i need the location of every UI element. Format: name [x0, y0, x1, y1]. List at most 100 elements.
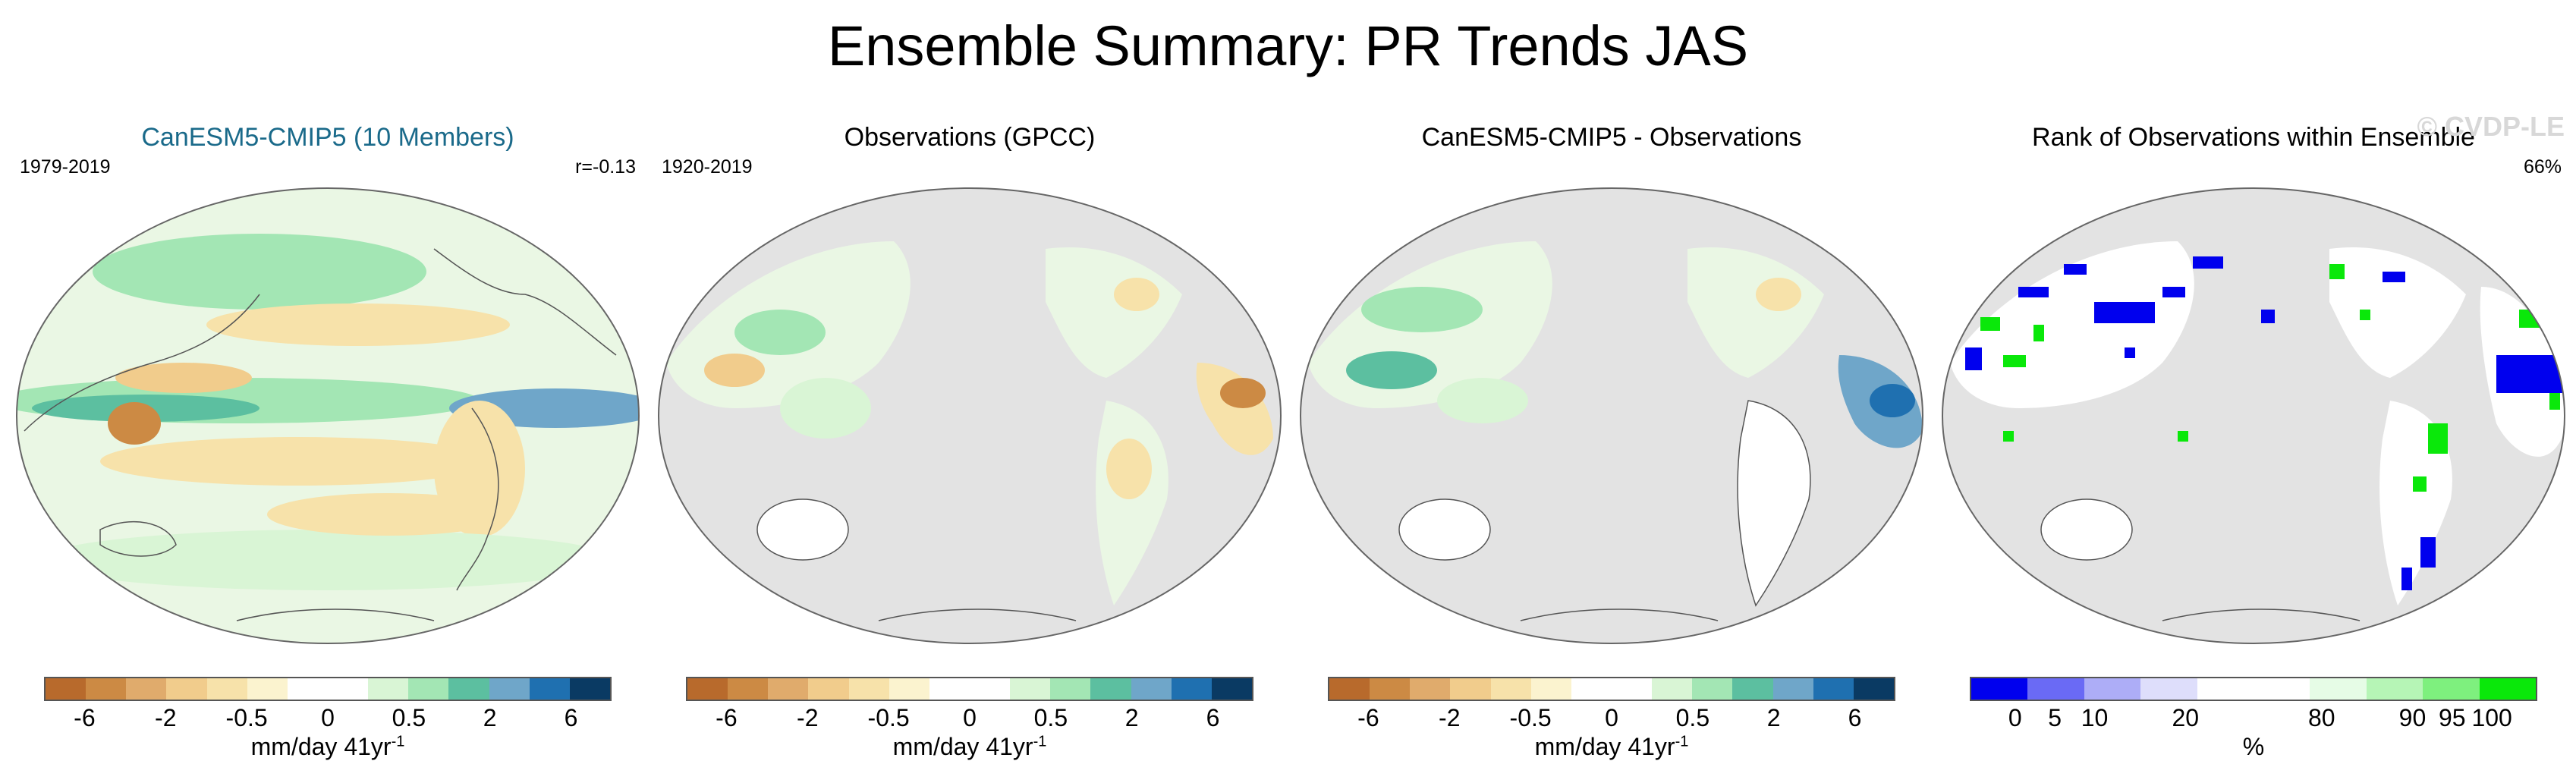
- colorbar-tick: 0.5: [1675, 704, 1710, 731]
- colorbar-swatch: [1652, 678, 1693, 700]
- colorbar-swatch: [126, 678, 167, 700]
- colorbar-tick: 95: [2439, 704, 2466, 731]
- colorbar-swatch: [1530, 678, 1571, 700]
- colorbar-swatch: [2479, 678, 2537, 700]
- colorbar-tick: 80: [2307, 704, 2335, 731]
- panel-model-trends: CanESM5-CMIP5 (10 Members) 1979-2019 r=-…: [9, 106, 646, 760]
- colorbar-unit: mm/day 41yr-1: [686, 733, 1253, 761]
- unit-exponent: -1: [391, 733, 405, 750]
- colorbar-unit: mm/day 41yr-1: [44, 733, 612, 761]
- colorbar-tick: 6: [1848, 704, 1862, 731]
- colorbar-tick: 0: [963, 704, 977, 731]
- colorbar-swatch: [2140, 678, 2197, 700]
- colorbar-tick: 90: [2398, 704, 2427, 731]
- colorbar-tick: 100: [2471, 704, 2512, 731]
- colorbar-tick: 2: [1766, 704, 1781, 731]
- colorbar-swatch: [166, 678, 207, 700]
- colorbar-tick: -6: [74, 704, 96, 731]
- colorbar-swatch: [2254, 678, 2310, 700]
- colorbar-unit: %: [1970, 733, 2537, 761]
- colorbar-swatch: [1010, 678, 1051, 700]
- colorbar-swatch: [808, 678, 849, 700]
- colorbar-swatch: [1171, 678, 1212, 700]
- unit-text: mm/day 41yr: [250, 733, 392, 760]
- colorbar-tick: -0.5: [1509, 704, 1552, 731]
- unit-text: %: [2242, 733, 2265, 760]
- trend-colorbar: [1328, 677, 1895, 701]
- panel-observations: Observations (GPCC) 1920-2019: [651, 106, 1288, 760]
- colorbar-tick: -2: [797, 704, 819, 731]
- colorbar-swatch: [768, 678, 809, 700]
- colorbar-swatch: [1211, 678, 1252, 700]
- colorbar-tick: 0: [1605, 704, 1618, 731]
- colorbar-swatch: [2366, 678, 2423, 700]
- colorbar-tick: -6: [1357, 704, 1379, 731]
- colorbar-swatch: [489, 678, 530, 700]
- trend-colorbar: [686, 677, 1253, 701]
- colorbar-ticks: -6 -2 -0.5 0 0.5 2 6: [1328, 704, 1895, 734]
- colorbar-tick: -0.5: [225, 704, 268, 731]
- colorbar-swatch: [569, 678, 610, 700]
- panel-title: Observations (GPCC): [844, 123, 1096, 152]
- colorbar-swatch: [287, 678, 328, 700]
- colorbar-tick: 6: [564, 704, 578, 731]
- panel-model-minus-obs: CanESM5-CMIP5 - Observations: [1293, 106, 1930, 760]
- colorbar-tick: 0.5: [1033, 704, 1068, 731]
- colorbar-swatch: [2310, 678, 2367, 700]
- colorbar-swatch: [529, 678, 570, 700]
- panel-title: CanESM5-CMIP5 - Observations: [1421, 123, 1802, 152]
- trend-map: [658, 187, 1282, 644]
- colorbar-tick: 10: [2081, 704, 2109, 731]
- colorbar-swatch: [2423, 678, 2480, 700]
- colorbar-tick: -6: [716, 704, 738, 731]
- colorbar-tick: 0: [321, 704, 335, 731]
- figure-title: Ensemble Summary: PR Trends JAS: [827, 14, 1749, 77]
- colorbar-swatch: [1853, 678, 1894, 700]
- colorbar-swatch: [848, 678, 889, 700]
- panel-rank: Rank of Observations within Ensemble © C…: [1935, 106, 2572, 760]
- colorbar-swatch: [247, 678, 288, 700]
- colorbar-swatch: [46, 678, 86, 700]
- colorbar-swatch: [929, 678, 970, 700]
- colorbar-ticks: -6 -2 -0.5 0 0.5 2 6: [44, 704, 612, 734]
- colorbar-tick: -0.5: [867, 704, 910, 731]
- rank-map: [1942, 187, 2565, 644]
- colorbar-swatch: [687, 678, 728, 700]
- colorbar-swatch: [1772, 678, 1813, 700]
- unit-text: mm/day 41yr: [1534, 733, 1675, 760]
- trend-map: [16, 187, 640, 644]
- colorbar-tick: 0: [2008, 704, 2022, 731]
- rank-percent-label: 66%: [2523, 156, 2562, 178]
- colorbar-swatch: [448, 678, 489, 700]
- colorbar-swatch: [1692, 678, 1733, 700]
- unit-text: mm/day 41yr: [892, 733, 1033, 760]
- panel-title: Rank of Observations within Ensemble: [2032, 123, 2475, 152]
- watermark: © CVDP-LE: [2417, 111, 2565, 142]
- colorbar-swatch: [1050, 678, 1091, 700]
- colorbar-swatch: [1490, 678, 1531, 700]
- colorbar-swatch: [368, 678, 409, 700]
- colorbar-tick: 2: [483, 704, 497, 731]
- colorbar-swatch: [728, 678, 769, 700]
- colorbar-swatch: [1329, 678, 1370, 700]
- colorbar-swatch: [2084, 678, 2141, 700]
- unit-exponent: -1: [1033, 733, 1047, 750]
- colorbar-unit: mm/day 41yr-1: [1328, 733, 1895, 761]
- colorbar-swatch: [1090, 678, 1131, 700]
- colorbar-tick: 0.5: [392, 704, 426, 731]
- colorbar-swatch: [1450, 678, 1491, 700]
- period-label: 1920-2019: [662, 156, 753, 178]
- colorbar-swatch: [408, 678, 449, 700]
- panel-title: CanESM5-CMIP5 (10 Members): [141, 123, 514, 152]
- colorbar-swatch: [889, 678, 929, 700]
- colorbar-swatch: [2027, 678, 2084, 700]
- colorbar-swatch: [2197, 678, 2254, 700]
- colorbar-swatch: [1611, 678, 1653, 700]
- colorbar-swatch: [1732, 678, 1773, 700]
- colorbar-tick: -2: [155, 704, 177, 731]
- colorbar-swatch: [206, 678, 247, 700]
- unit-exponent: -1: [1675, 733, 1689, 750]
- colorbar-tick: 2: [1124, 704, 1139, 731]
- colorbar-swatch: [1370, 678, 1411, 700]
- colorbar-swatch: [86, 678, 127, 700]
